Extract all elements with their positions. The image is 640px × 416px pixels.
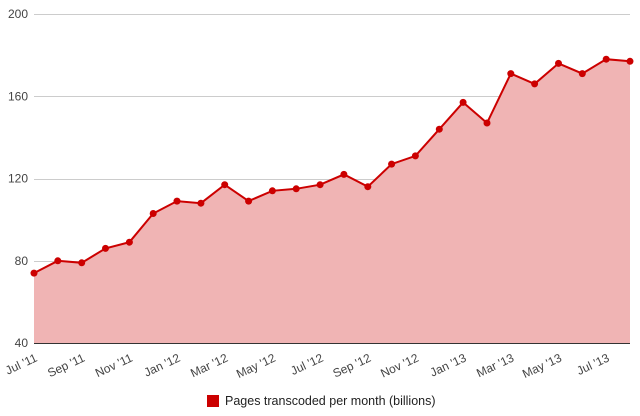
legend-swatch (207, 395, 219, 407)
data-points (30, 55, 634, 277)
data-point (364, 183, 372, 191)
x-tick-label: Nov '11 (93, 351, 135, 380)
x-tick-label: Mar '12 (188, 351, 230, 381)
data-point (221, 181, 229, 189)
data-point (268, 187, 276, 195)
data-point (578, 70, 586, 78)
x-tick-label: Jul '12 (288, 351, 325, 378)
x-tick-label: May '13 (520, 351, 564, 381)
data-point (435, 125, 443, 133)
y-tick-label: 120 (8, 172, 28, 186)
data-point (197, 199, 205, 207)
data-point (30, 269, 38, 277)
y-tick-label: 200 (8, 7, 28, 21)
data-point (316, 181, 324, 189)
data-point (78, 259, 86, 267)
series-area-fill (34, 59, 630, 343)
y-tick-label: 40 (15, 336, 29, 350)
legend-label: Pages transcoded per month (billions) (225, 394, 436, 408)
x-tick-label: May '12 (234, 351, 278, 381)
x-tick-label: Mar '13 (474, 351, 516, 381)
data-point (292, 185, 300, 193)
x-axis-tick-labels: Jul '11 Sep '11 Nov '11 Jan '12 Mar '12 May '… (3, 351, 612, 381)
y-axis-tick-labels: 40 80 120 160 200 (8, 7, 28, 350)
data-point (602, 55, 610, 63)
data-point (459, 98, 467, 106)
x-tick-label: Sep '12 (331, 351, 374, 381)
data-point (125, 238, 133, 246)
x-tick-label: Jul '11 (3, 351, 40, 378)
data-point (340, 170, 348, 178)
x-tick-label: Sep '11 (45, 351, 87, 380)
data-point (388, 160, 396, 168)
y-tick-label: 80 (15, 254, 29, 268)
data-point (245, 197, 253, 205)
legend: Pages transcoded per month (billions) (207, 392, 436, 410)
y-tick-label: 160 (8, 89, 28, 103)
data-point (411, 152, 419, 160)
series-line (33, 58, 631, 274)
data-point (507, 70, 515, 78)
x-tick-label: Nov '12 (378, 351, 421, 381)
data-point (149, 210, 157, 217)
data-point (626, 57, 634, 65)
data-point (555, 59, 562, 67)
x-tick-label: Jan '13 (428, 351, 469, 380)
x-tick-label: Jul '13 (574, 351, 611, 378)
x-tick-label: Jan '12 (142, 351, 183, 380)
data-point (531, 80, 539, 88)
data-point (483, 119, 491, 127)
data-point (54, 257, 62, 265)
data-point (102, 244, 109, 252)
data-point (173, 197, 181, 205)
